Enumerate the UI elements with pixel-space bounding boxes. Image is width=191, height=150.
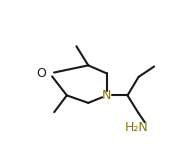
Text: N: N: [102, 89, 112, 102]
Text: H₂N: H₂N: [125, 121, 148, 134]
Text: O: O: [36, 67, 46, 80]
